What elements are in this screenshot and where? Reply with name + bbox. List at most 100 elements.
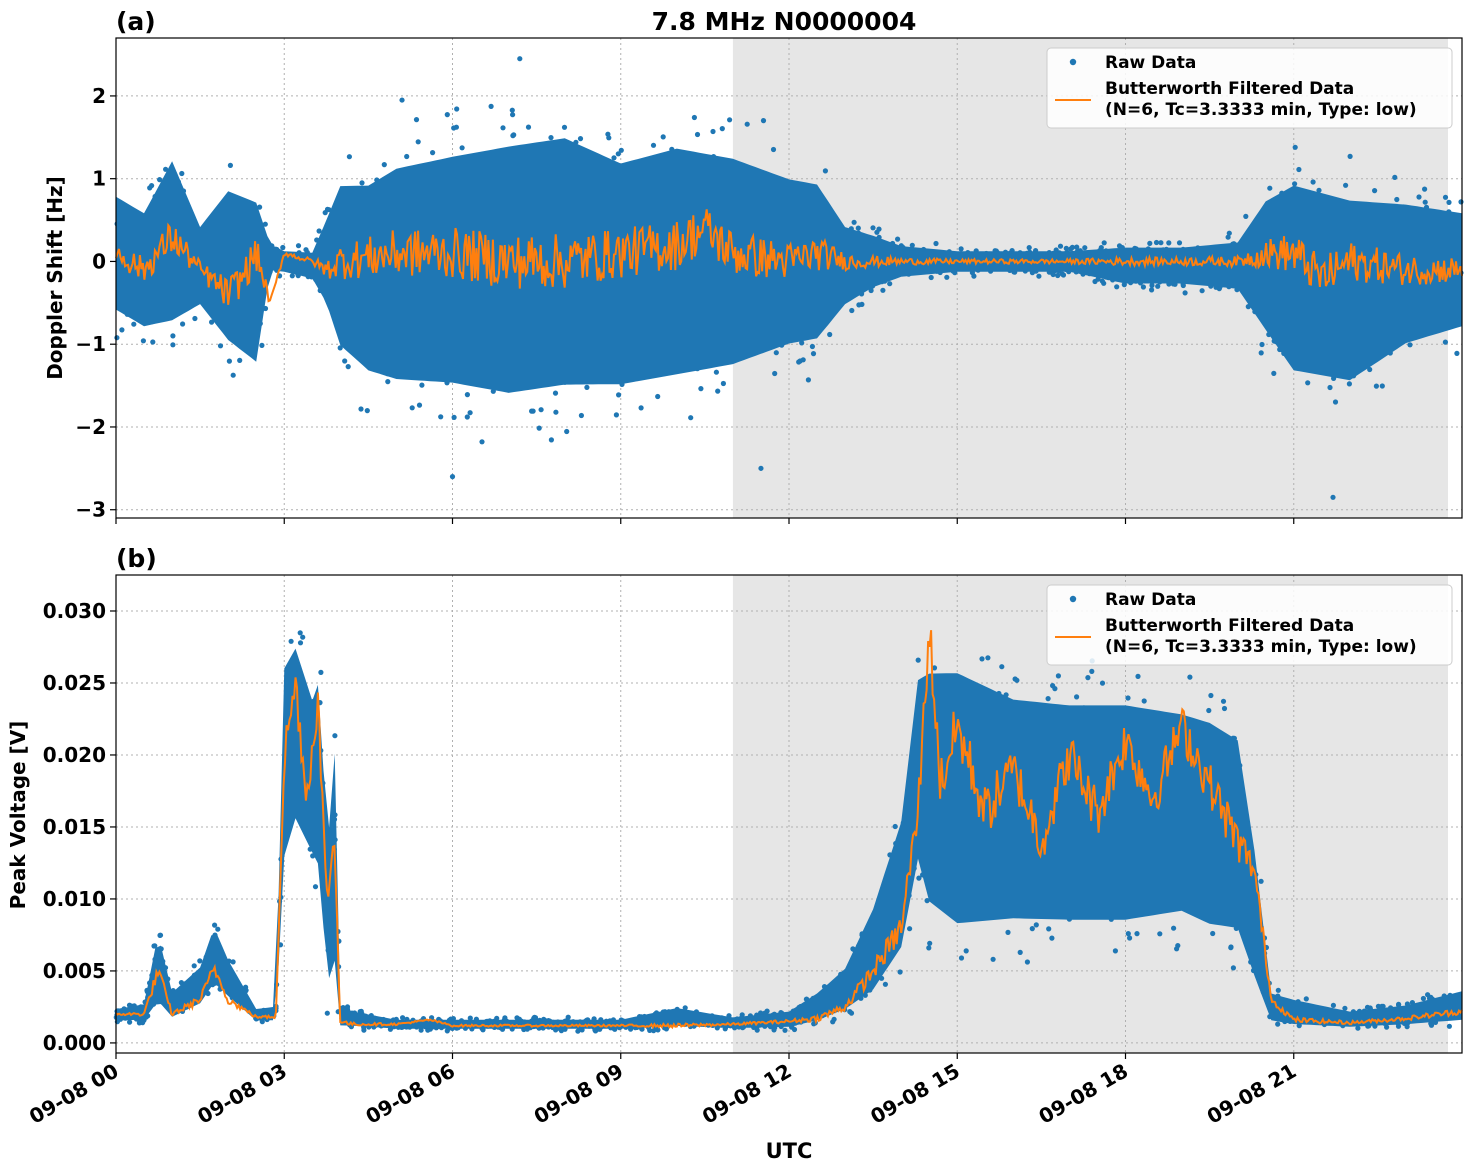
- raw-data-point: [1149, 287, 1155, 293]
- raw-data-point: [744, 121, 750, 127]
- raw-data-point: [1258, 350, 1264, 356]
- raw-data-point: [876, 226, 882, 232]
- raw-data-point: [131, 321, 137, 327]
- raw-data-point: [1342, 1005, 1348, 1011]
- raw-data-point: [385, 379, 391, 385]
- raw-data-point: [1210, 930, 1216, 937]
- raw-data-point: [1446, 1023, 1452, 1029]
- raw-data-point: [413, 117, 420, 123]
- y-tick-label: −2: [75, 415, 106, 439]
- raw-data-point: [150, 339, 156, 345]
- raw-data-point: [359, 180, 365, 186]
- raw-data-point: [655, 393, 661, 400]
- raw-data-point: [1187, 674, 1193, 680]
- raw-data-point: [916, 875, 922, 881]
- raw-data-point: [192, 315, 198, 322]
- raw-data-point: [650, 142, 657, 148]
- raw-data-point: [1225, 234, 1231, 240]
- raw-data-point: [191, 963, 197, 969]
- raw-data-point: [770, 146, 777, 153]
- legend-raw-label: Raw Data: [1105, 53, 1196, 73]
- y-tick-label: 0.025: [43, 671, 106, 695]
- raw-data-point: [337, 345, 343, 351]
- raw-data-point: [1446, 199, 1452, 205]
- raw-data-point: [1157, 931, 1163, 937]
- raw-data-point: [1230, 965, 1236, 971]
- raw-data-point: [1135, 673, 1141, 680]
- legend-filtered-label: Butterworth Filtered Data: [1105, 79, 1354, 99]
- raw-data-point: [324, 1010, 330, 1016]
- raw-data-point: [1147, 240, 1153, 246]
- y-tick-label: 1: [92, 167, 106, 191]
- x-tick-label: 09-08 00: [25, 1059, 123, 1129]
- raw-data-point: [1112, 948, 1118, 954]
- x-tick-label: 09-08 15: [866, 1059, 964, 1129]
- raw-data-point: [163, 166, 169, 172]
- raw-data-points: [114, 56, 1464, 500]
- raw-data-point: [1014, 677, 1020, 683]
- raw-data-point: [1395, 1023, 1402, 1029]
- raw-data-point: [698, 386, 704, 392]
- raw-data-point: [958, 955, 965, 961]
- raw-data-point: [577, 136, 584, 142]
- x-tick-label: 09-08 12: [698, 1059, 796, 1129]
- raw-data-point: [895, 236, 901, 242]
- raw-data-point: [552, 390, 559, 396]
- raw-data-point: [584, 384, 590, 390]
- raw-data-point: [289, 273, 295, 279]
- raw-data-point: [262, 221, 268, 227]
- raw-data-point: [561, 124, 568, 130]
- raw-data-point: [415, 139, 421, 145]
- raw-data-point: [851, 219, 857, 225]
- raw-data-point: [453, 124, 459, 130]
- raw-data-point: [1074, 244, 1080, 250]
- raw-data-point: [1174, 946, 1180, 952]
- raw-data-point: [719, 126, 725, 132]
- raw-data-point: [1089, 668, 1095, 675]
- raw-data-point: [618, 147, 624, 153]
- raw-data-point: [616, 392, 622, 398]
- raw-data-point: [1226, 230, 1232, 236]
- raw-data-point: [1367, 366, 1373, 373]
- raw-data-point: [638, 405, 644, 411]
- legend: Raw Data Butterworth Filtered Data(N=6, T…: [1046, 584, 1453, 666]
- raw-data-point: [342, 358, 348, 364]
- raw-data-outlier: [758, 465, 764, 471]
- raw-data-point: [615, 151, 621, 157]
- raw-data-point: [1392, 174, 1398, 180]
- raw-data-point: [1182, 290, 1188, 296]
- raw-data-point: [217, 343, 224, 349]
- y-tick-label: −1: [75, 332, 106, 356]
- raw-data-point: [880, 287, 886, 293]
- raw-data-point: [1327, 384, 1333, 391]
- raw-data-point: [1347, 153, 1353, 159]
- raw-data-point: [1422, 199, 1428, 205]
- legend-raw-marker: [1069, 595, 1077, 603]
- legend-box: [1046, 47, 1453, 129]
- raw-data-point: [454, 106, 460, 112]
- raw-data-point: [300, 634, 306, 640]
- raw-data-point: [715, 388, 721, 394]
- x-tick-label: 09-08 18: [1034, 1059, 1132, 1129]
- raw-data-point: [1364, 1004, 1371, 1010]
- raw-data-point: [1055, 673, 1061, 679]
- raw-data-point: [1029, 926, 1035, 932]
- y-tick-label: 0.005: [43, 959, 106, 983]
- raw-data-point: [332, 733, 338, 739]
- raw-data-point: [358, 406, 364, 412]
- raw-data-point: [157, 932, 164, 938]
- raw-data-point: [944, 274, 950, 280]
- y-tick-label: 0.015: [43, 815, 106, 839]
- raw-data-point: [1258, 878, 1264, 884]
- raw-data-point: [758, 1010, 764, 1016]
- raw-data-point: [1153, 239, 1160, 246]
- legend-filtered-params: (N=6, Tc=3.3333 min, Type: low): [1105, 637, 1417, 657]
- raw-data-point: [467, 1015, 473, 1021]
- raw-data-point: [958, 246, 964, 252]
- raw-data-point: [773, 350, 779, 356]
- raw-data-point: [151, 943, 157, 949]
- legend: Raw Data Butterworth Filtered Data(N=6, T…: [1046, 47, 1453, 129]
- raw-data-point: [606, 135, 612, 141]
- raw-data-point: [147, 185, 153, 191]
